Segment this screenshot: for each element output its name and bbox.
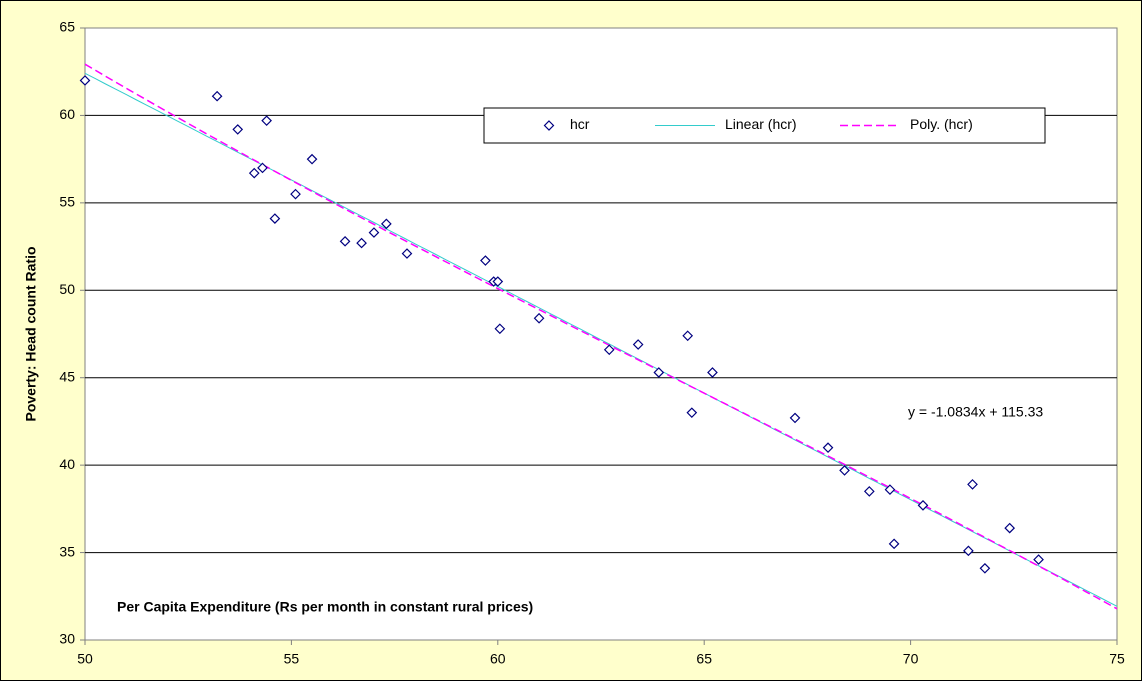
point: [707, 367, 718, 378]
x-tick-label: 55: [284, 651, 300, 667]
point: [261, 115, 272, 127]
x-tick-label: 50: [77, 651, 93, 667]
y-tick-label: 30: [59, 631, 75, 647]
y-tick-label: 65: [59, 19, 75, 35]
point: [494, 323, 506, 335]
point: [888, 538, 900, 550]
point: [979, 562, 991, 574]
point: [368, 227, 380, 238]
legend: hcr Linear (hcr) Poly. (hcr): [483, 107, 1046, 144]
trendline: [84, 63, 1118, 610]
point: [380, 218, 392, 230]
point: [884, 484, 896, 495]
points: [79, 75, 1044, 574]
legend-box: [483, 107, 1046, 144]
y-tick-label: 45: [59, 368, 75, 384]
point: [789, 412, 801, 424]
y-axis-label: Poverty: Head count Ratio: [23, 246, 39, 421]
legend-label: Linear (hcr): [725, 116, 797, 132]
x-tick-label: 60: [490, 651, 506, 667]
point: [839, 465, 850, 476]
x-tick-label: 70: [903, 651, 919, 667]
y-tick-label: 55: [59, 194, 75, 210]
point: [653, 367, 665, 378]
x-tick-label: 75: [1109, 651, 1125, 667]
legend-marker: [543, 120, 555, 131]
point: [356, 237, 367, 249]
point: [632, 339, 644, 350]
equation-annotation: y = -1.0834x + 115.33: [908, 404, 1043, 420]
x-axis-label: Per Capita Expenditure (Rs per month in …: [117, 599, 533, 615]
point: [79, 75, 91, 86]
point: [269, 213, 281, 224]
legend-label: Poly. (hcr): [910, 116, 973, 132]
point: [492, 276, 504, 287]
point: [963, 545, 974, 557]
y-tick-label: 40: [59, 456, 75, 472]
point: [822, 442, 834, 454]
point: [290, 188, 301, 200]
point: [306, 153, 318, 165]
point: [480, 255, 491, 266]
point: [603, 344, 615, 356]
point: [686, 407, 698, 419]
point: [1033, 554, 1044, 565]
y-tick-label: 60: [59, 106, 75, 122]
point: [257, 162, 268, 174]
y-tick-label: 35: [59, 543, 75, 559]
trendlines: [84, 63, 1118, 610]
point: [401, 248, 413, 259]
y-tick-label: 50: [59, 281, 75, 297]
point: [211, 90, 223, 102]
point: [1004, 522, 1016, 534]
point: [339, 235, 351, 247]
point: [917, 500, 929, 511]
point: [967, 479, 978, 490]
point: [863, 486, 875, 497]
x-tick-label: 65: [696, 651, 712, 667]
legend-label: hcr: [570, 116, 590, 132]
point: [232, 124, 244, 135]
point: [682, 330, 694, 342]
point: [533, 312, 545, 324]
point: [248, 167, 260, 179]
